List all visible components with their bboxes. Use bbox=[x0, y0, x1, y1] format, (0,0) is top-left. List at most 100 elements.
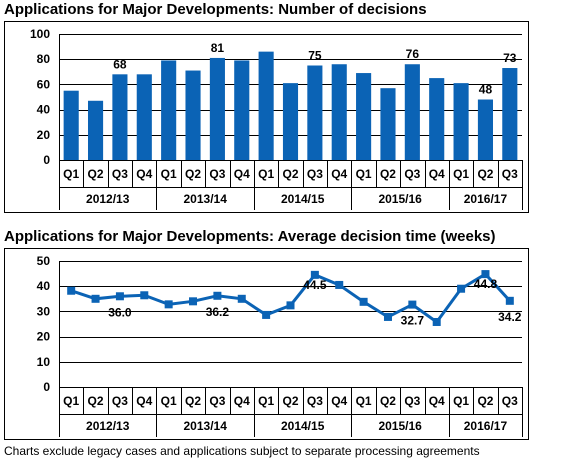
year-label: 2015/16 bbox=[378, 192, 422, 206]
data-point bbox=[67, 286, 76, 295]
decisions-bar-chart: 0 20 40 60 80 100 Q1 Q2 Q3 Q4 Q1 Q2 Q3 Q4 Q1 Q2 Q3 Q4 Q1 Q2… bbox=[4, 21, 529, 213]
bar bbox=[429, 78, 445, 160]
data-point bbox=[310, 270, 319, 279]
data-point bbox=[213, 291, 222, 300]
bar bbox=[63, 90, 79, 160]
bar bbox=[477, 99, 494, 160]
bar bbox=[356, 73, 372, 160]
quarter-label: Q3 bbox=[209, 167, 225, 181]
data-point bbox=[164, 300, 173, 309]
quarter-label: Q2 bbox=[88, 394, 104, 408]
y-tick-label: 80 bbox=[37, 52, 51, 66]
quarter-label: Q3 bbox=[502, 167, 518, 181]
y-tick-label: 0 bbox=[43, 153, 50, 167]
quarter-label: Q1 bbox=[63, 167, 79, 181]
quarter-label: Q1 bbox=[453, 167, 469, 181]
bar bbox=[282, 83, 299, 160]
quarter-label: Q2 bbox=[185, 394, 201, 408]
data-point bbox=[189, 297, 198, 306]
data-label: 36.0 bbox=[108, 305, 132, 319]
year-label: 2015/16 bbox=[378, 419, 422, 433]
decision-time-line-chart: 0 10 20 30 40 50 Q1 Q2 Q3 Q4 Q1 Q2 Q3 Q4 Q1 Q2 Q3 Q4 Q1 Q2 Q… bbox=[4, 248, 529, 440]
data-label: 76 bbox=[406, 47, 420, 61]
bar bbox=[404, 64, 420, 160]
bar bbox=[331, 64, 347, 160]
quarter-label: Q4 bbox=[136, 167, 152, 181]
quarter-label: Q1 bbox=[63, 394, 79, 408]
quarter-label: Q3 bbox=[112, 167, 128, 181]
year-label: 2012/13 bbox=[86, 419, 130, 433]
year-label: 2014/15 bbox=[281, 192, 325, 206]
y-tick-label: 0 bbox=[43, 380, 50, 394]
y-tick-label: 40 bbox=[37, 279, 51, 293]
data-point bbox=[335, 280, 344, 289]
quarter-label: Q1 bbox=[258, 394, 274, 408]
data-point bbox=[383, 312, 392, 321]
quarter-label: Q4 bbox=[136, 394, 152, 408]
bar bbox=[453, 83, 469, 160]
bar bbox=[209, 57, 225, 160]
quarter-label: Q4 bbox=[331, 167, 347, 181]
quarter-label: Q4 bbox=[429, 394, 445, 408]
quarter-label: Q4 bbox=[234, 167, 250, 181]
quarter-label: Q2 bbox=[380, 394, 396, 408]
data-label: 68 bbox=[113, 57, 127, 71]
quarter-label: Q1 bbox=[258, 167, 274, 181]
quarter-label: Q4 bbox=[234, 394, 250, 408]
data-label: 44.5 bbox=[303, 278, 327, 292]
bar bbox=[185, 70, 201, 160]
y-tick-label: 20 bbox=[37, 330, 51, 344]
footnote: Charts exclude legacy cases and applicat… bbox=[4, 444, 480, 458]
data-label: 75 bbox=[308, 49, 322, 63]
quarter-label: Q3 bbox=[307, 394, 323, 408]
quarter-label: Q1 bbox=[356, 394, 372, 408]
data-label: 36.2 bbox=[206, 305, 230, 319]
quarter-label: Q4 bbox=[331, 394, 347, 408]
bar bbox=[258, 51, 274, 160]
line-chart-title: Applications for Major Developments: Ave… bbox=[4, 228, 496, 245]
quarter-label: Q1 bbox=[161, 167, 177, 181]
data-point bbox=[286, 301, 295, 310]
quarter-label: Q2 bbox=[477, 394, 493, 408]
y-tick-label: 60 bbox=[37, 77, 51, 91]
quarter-label: Q3 bbox=[112, 394, 128, 408]
bar bbox=[161, 60, 177, 160]
data-point bbox=[262, 310, 271, 319]
data-label: 48 bbox=[479, 83, 493, 97]
y-tick-label: 10 bbox=[37, 355, 51, 369]
quarter-label: Q4 bbox=[429, 167, 445, 181]
bar bbox=[307, 65, 323, 160]
data-point bbox=[408, 300, 417, 309]
data-point bbox=[505, 296, 514, 305]
data-label: 73 bbox=[503, 51, 517, 65]
data-point bbox=[91, 294, 100, 303]
year-label: 2016/17 bbox=[464, 419, 508, 433]
chart-frame bbox=[4, 248, 529, 440]
data-label: 81 bbox=[211, 41, 225, 55]
y-tick-label: 100 bbox=[30, 27, 50, 41]
bar bbox=[112, 74, 128, 160]
quarter-label: Q2 bbox=[88, 167, 104, 181]
y-tick-label: 50 bbox=[37, 254, 51, 268]
bar bbox=[136, 74, 152, 160]
bar bbox=[87, 100, 104, 160]
year-label: 2013/14 bbox=[184, 192, 228, 206]
data-point bbox=[115, 292, 124, 301]
data-point bbox=[432, 317, 441, 326]
quarter-label: Q1 bbox=[453, 394, 469, 408]
year-label: 2013/14 bbox=[184, 419, 228, 433]
quarter-label: Q2 bbox=[282, 167, 298, 181]
data-label: 32.7 bbox=[401, 314, 425, 328]
quarter-label: Q2 bbox=[282, 394, 298, 408]
quarter-label: Q3 bbox=[502, 394, 518, 408]
data-point bbox=[359, 297, 368, 306]
quarter-label: Q2 bbox=[477, 167, 493, 181]
y-tick-label: 30 bbox=[37, 304, 51, 318]
bar-chart-title: Applications for Major Developments: Num… bbox=[4, 1, 427, 18]
data-point bbox=[237, 294, 246, 303]
data-label: 44.8 bbox=[474, 277, 498, 291]
bar bbox=[234, 60, 250, 160]
year-label: 2016/17 bbox=[464, 192, 508, 206]
bar bbox=[380, 88, 396, 160]
quarter-label: Q3 bbox=[404, 394, 420, 408]
